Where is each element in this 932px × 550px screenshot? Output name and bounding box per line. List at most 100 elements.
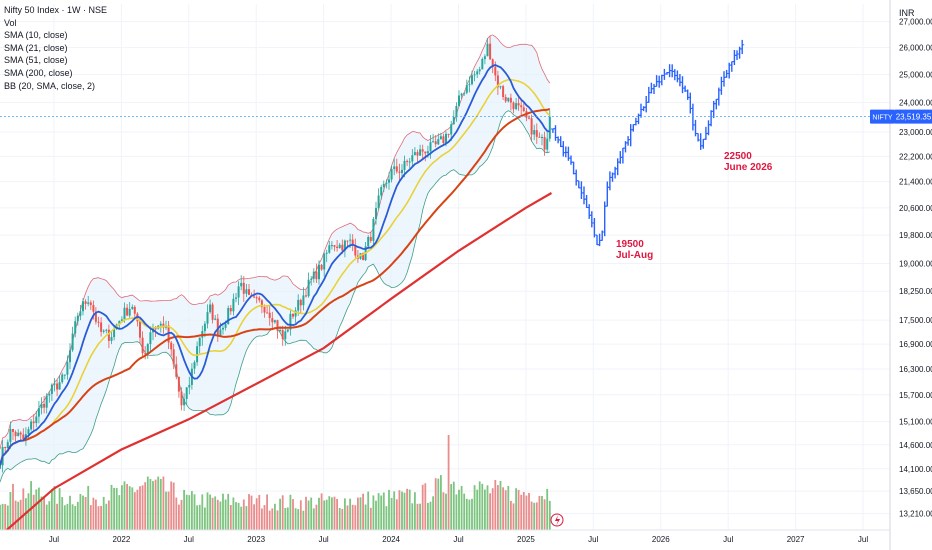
volume-bar: [95, 499, 97, 530]
volume-bar: [491, 488, 494, 530]
candle-body: [315, 271, 318, 280]
volume-bar: [48, 501, 51, 530]
candle-body: [105, 329, 108, 331]
volume-bar: [543, 499, 546, 530]
volume-bar: [299, 500, 302, 530]
legend-title[interactable]: Nifty 50 Index · 1W · NSE: [4, 5, 108, 15]
volume-bar: [289, 494, 292, 530]
forecast-annotation: 19500 Jul-Aug: [616, 239, 653, 261]
candle-body: [266, 312, 269, 314]
volume-bar: [4, 504, 7, 530]
volume-bar: [333, 496, 336, 530]
volume-bar: [274, 503, 276, 530]
candle-body: [432, 141, 435, 143]
volume-bar: [354, 505, 357, 530]
volume-bar: [416, 503, 419, 530]
candle-body: [139, 321, 141, 338]
candle-body: [61, 374, 64, 383]
volume-bar: [245, 506, 248, 530]
volume-bar: [284, 508, 287, 530]
currency-label: INR: [899, 8, 915, 18]
volume-bar: [45, 504, 48, 530]
volume-bar: [133, 492, 136, 530]
candle-body: [528, 117, 530, 119]
y-tick-label: 27,000.00: [899, 18, 932, 27]
candle-body: [58, 382, 61, 390]
volume-bar: [525, 495, 528, 530]
candle-body: [253, 296, 256, 298]
volume-bar: [108, 500, 110, 530]
volume-bar: [227, 493, 230, 530]
y-tick-label: 26,000.00: [899, 44, 932, 53]
volume-bar: [152, 481, 154, 530]
legend-sma51[interactable]: SMA (51, close): [4, 55, 68, 66]
candle-body: [294, 310, 297, 317]
volume-bar: [471, 498, 473, 530]
volume-bar: [74, 506, 77, 530]
symbol-badge: NIFTY: [872, 115, 893, 122]
legend-sma200[interactable]: SMA (200, close): [4, 67, 73, 78]
candle-body: [82, 301, 84, 312]
volume-bar: [463, 493, 466, 530]
volume-bar: [242, 499, 245, 530]
volume-bar: [362, 493, 364, 530]
candle-body: [209, 304, 212, 313]
candle-body: [403, 160, 406, 170]
volume-bar: [188, 495, 191, 530]
y-tick-label: 23,000.00: [899, 128, 932, 137]
volume-bar: [468, 499, 471, 530]
candle-body: [336, 246, 339, 248]
candle-body: [445, 133, 447, 144]
volume-bar: [398, 490, 401, 530]
candle-body: [330, 245, 333, 247]
volume-bar: [305, 496, 307, 530]
candle-body: [307, 279, 310, 297]
volume-bar: [105, 503, 108, 530]
candle-body: [183, 398, 186, 406]
volume-bar: [266, 494, 268, 530]
y-tick-label: 13,210.00: [899, 510, 932, 519]
sma21-line: [0, 78, 551, 466]
volume-bar: [178, 504, 180, 530]
candle-body: [437, 139, 440, 145]
volume-bar: [427, 502, 429, 530]
volume-bar: [17, 501, 20, 530]
volume-bar: [429, 501, 432, 530]
x-tick-label: 2026: [652, 535, 670, 544]
candle-body: [289, 313, 292, 330]
legend-bb[interactable]: BB (20, SMA, close, 2): [4, 80, 96, 91]
volume-bar: [1, 503, 4, 530]
volume-bar: [447, 435, 450, 530]
volume-bar: [541, 496, 543, 530]
x-tick-label: Jul: [49, 535, 59, 544]
volume-bar: [367, 491, 370, 530]
volume-bar: [253, 504, 255, 530]
volume-bar: [14, 500, 17, 530]
legend-sma21[interactable]: SMA (21, close): [4, 42, 68, 53]
volume-bar: [38, 487, 40, 530]
candle-body: [299, 299, 302, 306]
volume-bar: [89, 505, 92, 530]
candle-body: [408, 161, 411, 163]
legend-sma10[interactable]: SMA (10, close): [4, 30, 68, 41]
volume-bar: [219, 501, 222, 530]
candle-body: [216, 318, 219, 336]
volume-bar: [237, 502, 240, 530]
candle-body: [128, 308, 131, 316]
candle-body: [224, 324, 227, 328]
candle-body: [351, 239, 354, 246]
candle-body: [413, 152, 416, 156]
volume-bar: [548, 500, 551, 530]
volume-bar: [458, 489, 460, 530]
volume-bar: [359, 497, 362, 530]
volume-bar: [497, 485, 499, 530]
volume-bar: [414, 492, 416, 530]
candle-body: [97, 321, 100, 323]
x-tick-label: 2022: [113, 535, 131, 544]
volume-bar: [69, 495, 71, 530]
volume-bar: [229, 505, 232, 530]
volume-bar: [445, 493, 447, 530]
legend-vol[interactable]: Vol: [4, 17, 17, 28]
candle-body: [349, 239, 352, 241]
